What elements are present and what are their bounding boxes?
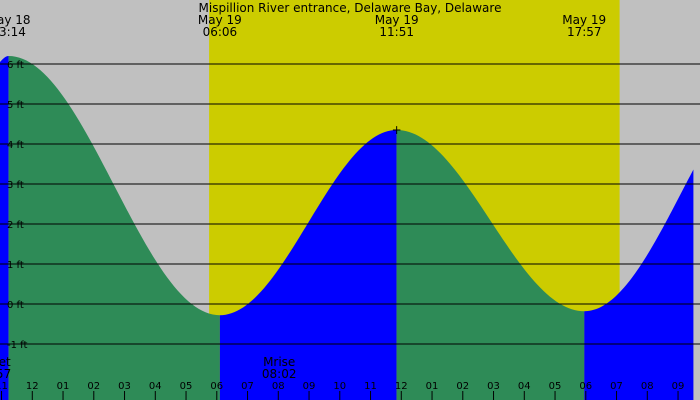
tide-event-date: May 18 [0, 13, 31, 27]
hour-tick-label: 03 [487, 381, 500, 392]
hour-tick-label: 08 [641, 381, 654, 392]
hour-tick-label: 01 [57, 381, 70, 392]
hour-tick-label: 06 [579, 381, 592, 392]
hour-tick-label: 07 [610, 381, 623, 392]
hour-tick-label: 12 [395, 381, 408, 392]
hour-tick-label: 03 [118, 381, 131, 392]
y-tick-label: 2 ft [7, 220, 24, 231]
hour-tick-label: 12 [26, 381, 39, 392]
sun-moon-time: 08:02 [262, 367, 297, 381]
high-tide-marker: + [392, 123, 402, 137]
hour-tick-label: 01 [426, 381, 439, 392]
hour-tick-label: 04 [518, 381, 531, 392]
y-tick-label: 5 ft [7, 100, 24, 111]
falling-tide-segment [396, 130, 585, 400]
chart-title: Mispillion River entrance, Delaware Bay,… [199, 1, 502, 15]
falling-tide-segment [8, 56, 220, 400]
tide-event-time: 23:14 [0, 25, 26, 39]
tide-event-time: 17:57 [567, 25, 602, 39]
tide-event-date: May 19 [562, 13, 606, 27]
rising-tide-segment [0, 56, 9, 400]
hour-tick-label: 11 [364, 381, 377, 392]
hour-tick-label: 07 [241, 381, 254, 392]
hour-tick-label: 06 [210, 381, 223, 392]
hour-tick-label: 04 [149, 381, 162, 392]
sun-moon-label: set [0, 355, 11, 369]
y-tick-label: 6 ft [7, 60, 24, 71]
y-tick-label: 4 ft [7, 140, 24, 151]
hour-tick-label: 02 [87, 381, 100, 392]
hour-tick-label: 08 [272, 381, 285, 392]
hour-tick-label: 05 [180, 381, 193, 392]
y-tick-labels: 6 ft 5 ft 4 ft 3 ft 2 ft 1 ft 0 ft -1 ft [7, 60, 27, 351]
rising-tide-segment [584, 169, 694, 400]
tide-event-date: May 19 [198, 13, 242, 27]
hour-tick-labels: 11 12 01 02 03 04 05 06 07 08 09 10 11 12 01 02 03 04 05 06… [0, 381, 684, 392]
y-tick-label: 0 ft [7, 300, 24, 311]
hour-tick-label: 11 [0, 381, 8, 392]
y-tick-label: 3 ft [7, 180, 24, 191]
tide-marks: + [1, 123, 679, 400]
y-tick-label: 1 ft [7, 260, 24, 271]
tide-area [0, 56, 694, 400]
hour-tick-label: 09 [672, 381, 685, 392]
y-tick-label: -1 ft [7, 340, 27, 351]
tide-event-date: May 19 [375, 13, 419, 27]
height-gridlines [0, 63, 700, 345]
tide-event-time: 06:06 [203, 25, 238, 39]
hour-tick-label: 10 [333, 381, 346, 392]
sun-moon-label: Mrise [263, 355, 295, 369]
hour-tick-label: 05 [549, 381, 562, 392]
tide-event-time: 11:51 [379, 25, 414, 39]
sun-moon-time: :57 [0, 367, 11, 381]
hour-tick-label: 09 [303, 381, 316, 392]
rising-tide-segment [219, 130, 397, 400]
hour-tick-label: 02 [456, 381, 469, 392]
